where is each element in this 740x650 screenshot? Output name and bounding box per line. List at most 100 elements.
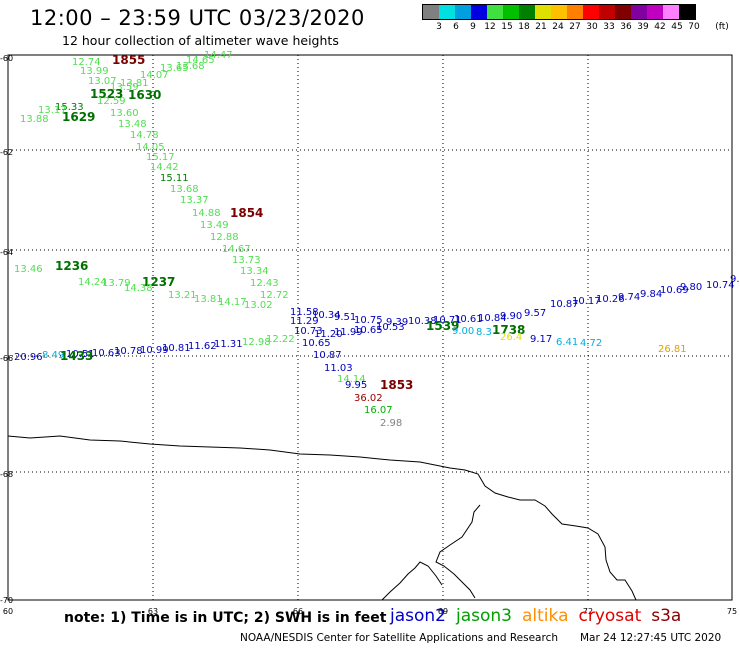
wave-height-label: 13.34 bbox=[240, 266, 269, 277]
wave-height-label: 13.81 bbox=[120, 78, 149, 89]
legend-swatch bbox=[471, 5, 487, 19]
legend-label: 6 bbox=[453, 22, 459, 32]
wave-height-label: 10.87 bbox=[550, 299, 579, 310]
wave-height-label: 10.51 bbox=[66, 349, 95, 360]
longitude-labels: 60 63 66 69 72 75 bbox=[3, 607, 737, 616]
wave-height-label: 10.26 bbox=[596, 294, 625, 305]
legend-swatch bbox=[631, 5, 647, 19]
wave-height-label: 9.57 bbox=[524, 308, 546, 319]
legend-swatches bbox=[422, 4, 696, 20]
legend-label: 12 bbox=[484, 22, 496, 32]
wave-height-label: 15.33 bbox=[55, 102, 84, 113]
legend-label: 24 bbox=[552, 22, 564, 32]
wave-height-label: 15.11 bbox=[160, 173, 189, 184]
wave-height-label: 10.74 bbox=[706, 280, 735, 291]
wave-height-label: 12.59 bbox=[97, 96, 126, 107]
pass-time-label: 1523 bbox=[90, 87, 123, 101]
wave-height-label: 36.02 bbox=[354, 393, 383, 404]
legend-swatch bbox=[439, 5, 455, 19]
pass-time-label: 1433 bbox=[60, 349, 93, 363]
legend-swatch bbox=[519, 5, 535, 19]
longitude-label: 63 bbox=[148, 607, 158, 616]
wave-height-label: 11.31 bbox=[214, 339, 243, 350]
wave-height-label: 26.81 bbox=[658, 344, 687, 355]
longitude-label: 60 bbox=[3, 607, 13, 616]
coastline-south bbox=[381, 561, 443, 601]
pass-time-label: 1853 bbox=[380, 378, 413, 392]
latitude-label: -64 bbox=[0, 248, 13, 257]
wave-height-label: 14.88 bbox=[192, 208, 221, 219]
longitude-label: 72 bbox=[583, 607, 593, 616]
legend-swatch bbox=[551, 5, 567, 19]
wave-height-label: 9.3 bbox=[730, 274, 740, 285]
legend-swatch bbox=[599, 5, 615, 19]
wave-height-label: 16.07 bbox=[364, 405, 393, 416]
page-title: 12:00 – 23:59 UTC 03/23/2020 bbox=[30, 6, 365, 30]
wave-height-label: 10.17 bbox=[572, 296, 601, 307]
wave-height-label: 13.68 bbox=[170, 184, 199, 195]
legend-swatch bbox=[423, 5, 439, 19]
coastline-inlet bbox=[435, 504, 481, 599]
legend-labels: 3 6 9 12 15 18 21 24 27 30 33 36 39 42 45 70 (ft) bbox=[422, 22, 740, 36]
wave-height-label: 9.17 bbox=[530, 334, 552, 345]
legend-label: 33 bbox=[603, 22, 615, 32]
wave-height-label: 12.43 bbox=[250, 278, 279, 289]
latitude-label: -62 bbox=[0, 148, 13, 157]
legend-swatch bbox=[663, 5, 679, 19]
legend-label: 36 bbox=[620, 22, 632, 32]
wave-height-label: 10.38 bbox=[408, 316, 437, 327]
wave-height-label: 20.96 bbox=[14, 352, 43, 363]
wave-height-label: 14.17 bbox=[218, 297, 247, 308]
longitude-label: 75 bbox=[727, 607, 737, 616]
pass-time-label: 1237 bbox=[142, 275, 175, 289]
legend-swatch bbox=[679, 5, 695, 19]
wave-height-label: 11.03 bbox=[324, 363, 353, 374]
legend-label: 30 bbox=[586, 22, 598, 32]
credit-line: NOAA/NESDIS Center for Satellite Applica… bbox=[240, 632, 558, 644]
credit-timestamp: Mar 24 12:27:45 UTC 2020 bbox=[580, 632, 722, 644]
pass-time-label: 1630 bbox=[128, 88, 161, 102]
wave-height-label: 13.79 bbox=[102, 278, 131, 289]
wave-height-label: 10.61 bbox=[454, 314, 483, 325]
wave-height-label: 13.21 bbox=[168, 290, 197, 301]
graticule bbox=[8, 55, 732, 600]
wave-height-label: 9.00 bbox=[452, 326, 474, 337]
latitude-labels: -60 -62 -64 -66 -68 -70 bbox=[0, 54, 13, 605]
map-frame bbox=[7, 54, 733, 601]
wave-height-label: 8.3 bbox=[476, 327, 492, 338]
wave-height-label: 14.78 bbox=[130, 130, 159, 141]
wave-height-label: 13.68 bbox=[176, 61, 205, 72]
latitude-label: -68 bbox=[0, 470, 13, 479]
legend-label: 15 bbox=[501, 22, 513, 32]
wave-height-label: 14.65 bbox=[186, 55, 215, 66]
legend-label: 42 bbox=[654, 22, 666, 32]
wave-height-label: 11.58 bbox=[290, 307, 319, 318]
wave-height-label: 6.41 bbox=[556, 337, 578, 348]
wave-height-label: 12.72 bbox=[260, 290, 289, 301]
legend-label: 45 bbox=[671, 22, 683, 32]
wave-height-label: 13.17 bbox=[38, 105, 67, 116]
wave-height-label: 2.98 bbox=[380, 418, 402, 429]
wave-height-label: 10.53 bbox=[376, 322, 405, 333]
wave-height-label: 10.87 bbox=[313, 350, 342, 361]
wave-height-label: 10.69 bbox=[660, 285, 689, 296]
legend-swatch bbox=[487, 5, 503, 19]
satellite-jason2: jason2 bbox=[390, 606, 446, 626]
wave-height-label: 15.17 bbox=[146, 152, 175, 163]
wave-height-label: 13.02 bbox=[244, 300, 273, 311]
wave-height-label: 9.51 bbox=[334, 312, 356, 323]
pass-time-label: 1629 bbox=[62, 110, 95, 124]
wave-height-label: 13.37 bbox=[180, 195, 209, 206]
wave-height-label: 11.20 bbox=[314, 329, 343, 340]
satellite-jason3: jason3 bbox=[456, 606, 512, 626]
antarctic-coastline bbox=[7, 435, 637, 601]
wave-height-label: 9.80 bbox=[680, 282, 702, 293]
wave-height-label: 14.38 bbox=[124, 283, 153, 294]
wave-height-label: 9.39 bbox=[386, 317, 408, 328]
legend-swatch bbox=[455, 5, 471, 19]
wave-height-label: 14.07 bbox=[140, 70, 169, 81]
wave-height-label: 13.46 bbox=[14, 264, 43, 275]
legend-label: 70 bbox=[688, 22, 700, 32]
